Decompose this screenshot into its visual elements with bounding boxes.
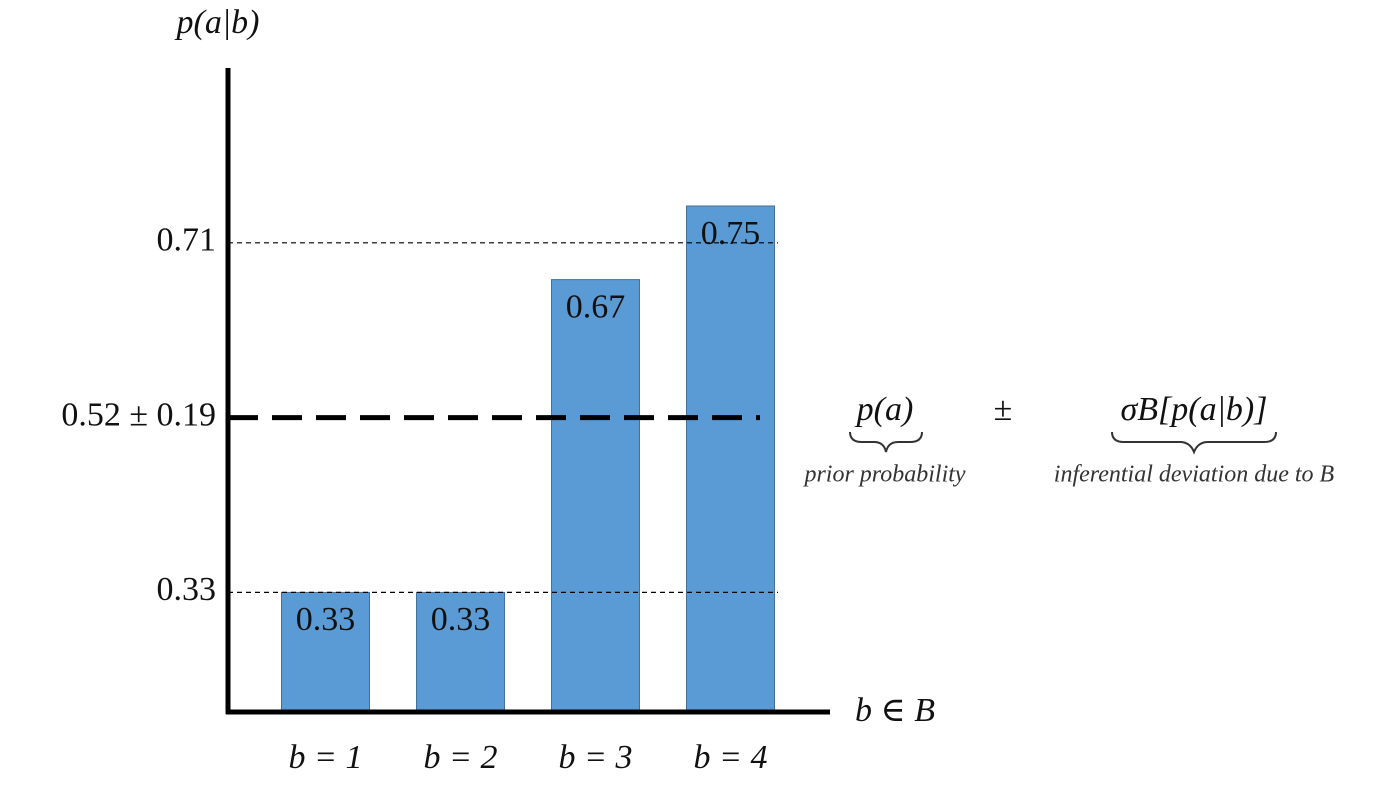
data-label: 0.33 [296,601,356,638]
brace [1111,431,1277,455]
data-label: 0.67 [566,288,626,325]
bar [551,279,640,713]
y-tick-label: 0.71 [157,222,217,259]
data-label: 0.33 [431,601,491,638]
x-tick-label: b = 3 [559,739,633,776]
bar [686,205,775,713]
y-tick-label: 0.52 ± 0.19 [61,396,216,433]
x-tick-label: b = 4 [694,739,768,776]
annotation-deviation: σB[p(a|b)] [1121,391,1268,428]
data-label: 0.75 [701,215,761,252]
brace [849,431,923,453]
bar [416,591,505,713]
y-tick-label: 0.33 [157,571,217,608]
x-tick-label: b = 2 [424,739,498,776]
annotation-prior-label: prior probability [802,462,965,488]
annotation-deviation-label: inferential deviation due to B [1054,462,1335,488]
annotation-plus-minus: ± [994,391,1013,428]
bar [281,591,370,713]
annotation-prior: p(a) [855,391,914,428]
x-axis-label: b ∈ B [855,692,935,729]
y-axis-label: p(a|b) [175,4,260,41]
x-tick-label: b = 1 [289,739,363,776]
